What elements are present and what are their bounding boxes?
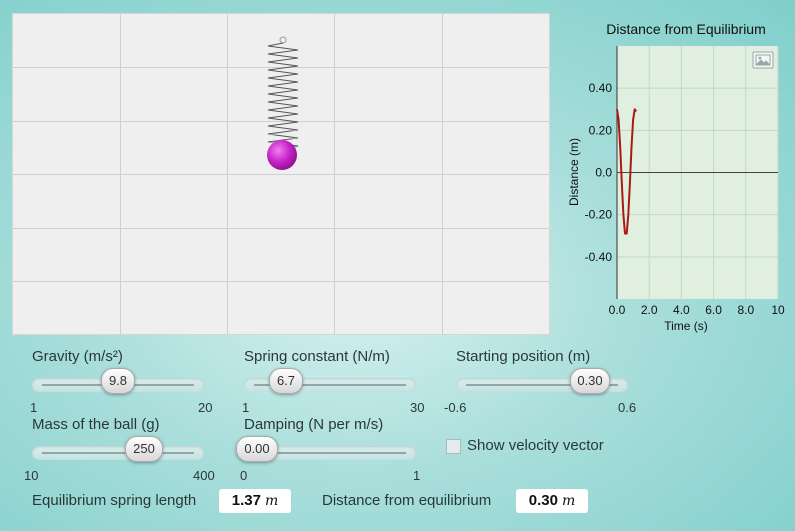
equilibrium-length-readout: 1.37 m (219, 489, 291, 513)
gravity-min: 1 (30, 400, 38, 415)
distance-label: Distance from equilibrium (322, 492, 492, 509)
damping-label: Damping (N per m/s) (244, 416, 384, 433)
distance-unit: m (561, 493, 576, 509)
show-velocity-checkbox[interactable] (446, 439, 461, 454)
mass-track[interactable] (32, 446, 204, 460)
grid-line (13, 121, 549, 122)
damping-thumb[interactable]: 0.00 (236, 436, 278, 462)
damping-slider[interactable]: Damping (N per m/s) 0.00 0 1 (236, 416, 434, 486)
x-axis-label: Time (s) (664, 319, 708, 333)
starting-position-label: Starting position (m) (456, 348, 591, 365)
spring-constant-max: 30 (410, 400, 425, 415)
gravity-max: 20 (198, 400, 213, 415)
x-tick-label: 0.0 (609, 303, 626, 317)
equilibrium-length-value: 1.37 (231, 492, 261, 509)
distance-chart: Distance from Equilibrium 0.0 2.0 4.0 6.0 8.… (560, 14, 792, 339)
starting-position-min: -0.6 (444, 400, 467, 415)
y-tick-label: 0.40 (589, 81, 613, 95)
spring-constant-min: 1 (242, 400, 250, 415)
mass-max: 400 (193, 468, 215, 483)
spring-anchor (279, 36, 287, 44)
damping-max: 1 (413, 468, 421, 483)
grid-line (13, 281, 549, 282)
damping-min: 0 (240, 468, 248, 483)
gravity-label: Gravity (m/s²) (32, 348, 123, 365)
ball[interactable] (267, 140, 297, 170)
distance-value: 0.30 (528, 492, 558, 509)
y-tick-label: -0.20 (585, 208, 613, 222)
x-tick-label: 2.0 (641, 303, 658, 317)
image-snapshot-icon[interactable] (752, 51, 774, 69)
mass-min: 10 (24, 468, 39, 483)
chart-svg: Distance from Equilibrium 0.0 2.0 4.0 6.0 8.… (567, 21, 785, 333)
mass-thumb[interactable]: 250 (125, 436, 163, 462)
x-tick-label: 6.0 (705, 303, 722, 317)
y-axis-label: Distance (m) (567, 138, 581, 206)
spring-constant-thumb[interactable]: 6.7 (269, 368, 303, 394)
grid-line (13, 228, 549, 229)
x-tick-label: 8.0 (737, 303, 754, 317)
spring-constant-label: Spring constant (N/m) (244, 348, 390, 365)
simulation-canvas[interactable] (12, 13, 550, 335)
starting-position-max: 0.6 (618, 400, 637, 415)
x-tick-label: 4.0 (673, 303, 690, 317)
chart-title: Distance from Equilibrium (606, 21, 766, 37)
spring-coil (267, 42, 299, 151)
distance-series-line (616, 108, 638, 235)
damping-track[interactable] (244, 446, 416, 460)
mass-label: Mass of the ball (g) (32, 416, 160, 433)
gravity-thumb[interactable]: 9.8 (101, 368, 135, 394)
y-tick-label: 0.0 (595, 166, 612, 180)
y-tick-label: 0.20 (589, 123, 613, 137)
grid-line (13, 174, 549, 175)
x-tick-label: 10 (771, 303, 785, 317)
equilibrium-length-unit: m (264, 493, 279, 509)
y-tick-label: -0.40 (585, 250, 613, 264)
show-velocity-label[interactable]: Show velocity vector (467, 437, 604, 454)
distance-readout: 0.30 m (516, 489, 588, 513)
starting-position-slider[interactable]: Starting position (m) 0.30 -0.6 0.6 (444, 348, 656, 418)
grid-line (13, 67, 549, 68)
starting-position-thumb[interactable]: 0.30 (570, 368, 610, 394)
equilibrium-length-label: Equilibrium spring length (32, 492, 197, 509)
mass-slider[interactable]: Mass of the ball (g) 250 10 400 (24, 416, 222, 486)
spring-constant-slider[interactable]: Spring constant (N/m) 6.7 1 30 (242, 348, 434, 418)
spring-mass-system[interactable] (263, 34, 303, 189)
gravity-slider[interactable]: Gravity (m/s²) 9.8 1 20 (30, 348, 213, 418)
